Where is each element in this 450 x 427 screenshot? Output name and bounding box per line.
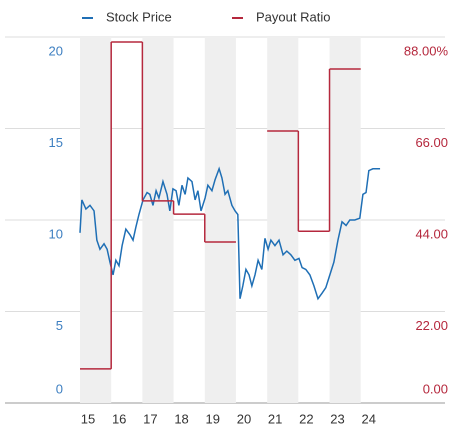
legend-label: Payout Ratio — [256, 9, 330, 24]
x-tick-label: 20 — [237, 411, 251, 426]
y-tick-label: 15 — [49, 135, 63, 150]
x-tick-label: 21 — [268, 411, 282, 426]
x-tick-label: 22 — [299, 411, 313, 426]
year-band — [267, 37, 299, 403]
y2-tick-label: 0.00 — [423, 381, 448, 396]
y-tick-label: 5 — [56, 318, 63, 333]
x-tick-label: 23 — [330, 411, 344, 426]
x-tick-label: 18 — [174, 411, 188, 426]
y-tick-label: 20 — [49, 43, 63, 58]
y-tick-label: 10 — [49, 226, 63, 241]
y2-tick-label: 66.00 — [415, 135, 448, 150]
x-tick-label: 19 — [206, 411, 220, 426]
stock-price-line — [79, 166, 381, 301]
y2-tick-label: 44.00 — [415, 226, 448, 241]
year-band — [204, 37, 236, 403]
legend-label: Stock Price — [106, 9, 172, 24]
y2-tick-label: 88.00% — [404, 43, 449, 58]
y-tick-label: 0 — [56, 381, 63, 396]
y2-tick-label: 22.00 — [415, 318, 448, 333]
x-tick-label: 15 — [81, 411, 95, 426]
x-tick-label: 24 — [361, 411, 375, 426]
x-tick-label: 16 — [112, 411, 126, 426]
x-tick-label: 17 — [143, 411, 157, 426]
year-band — [142, 37, 174, 403]
